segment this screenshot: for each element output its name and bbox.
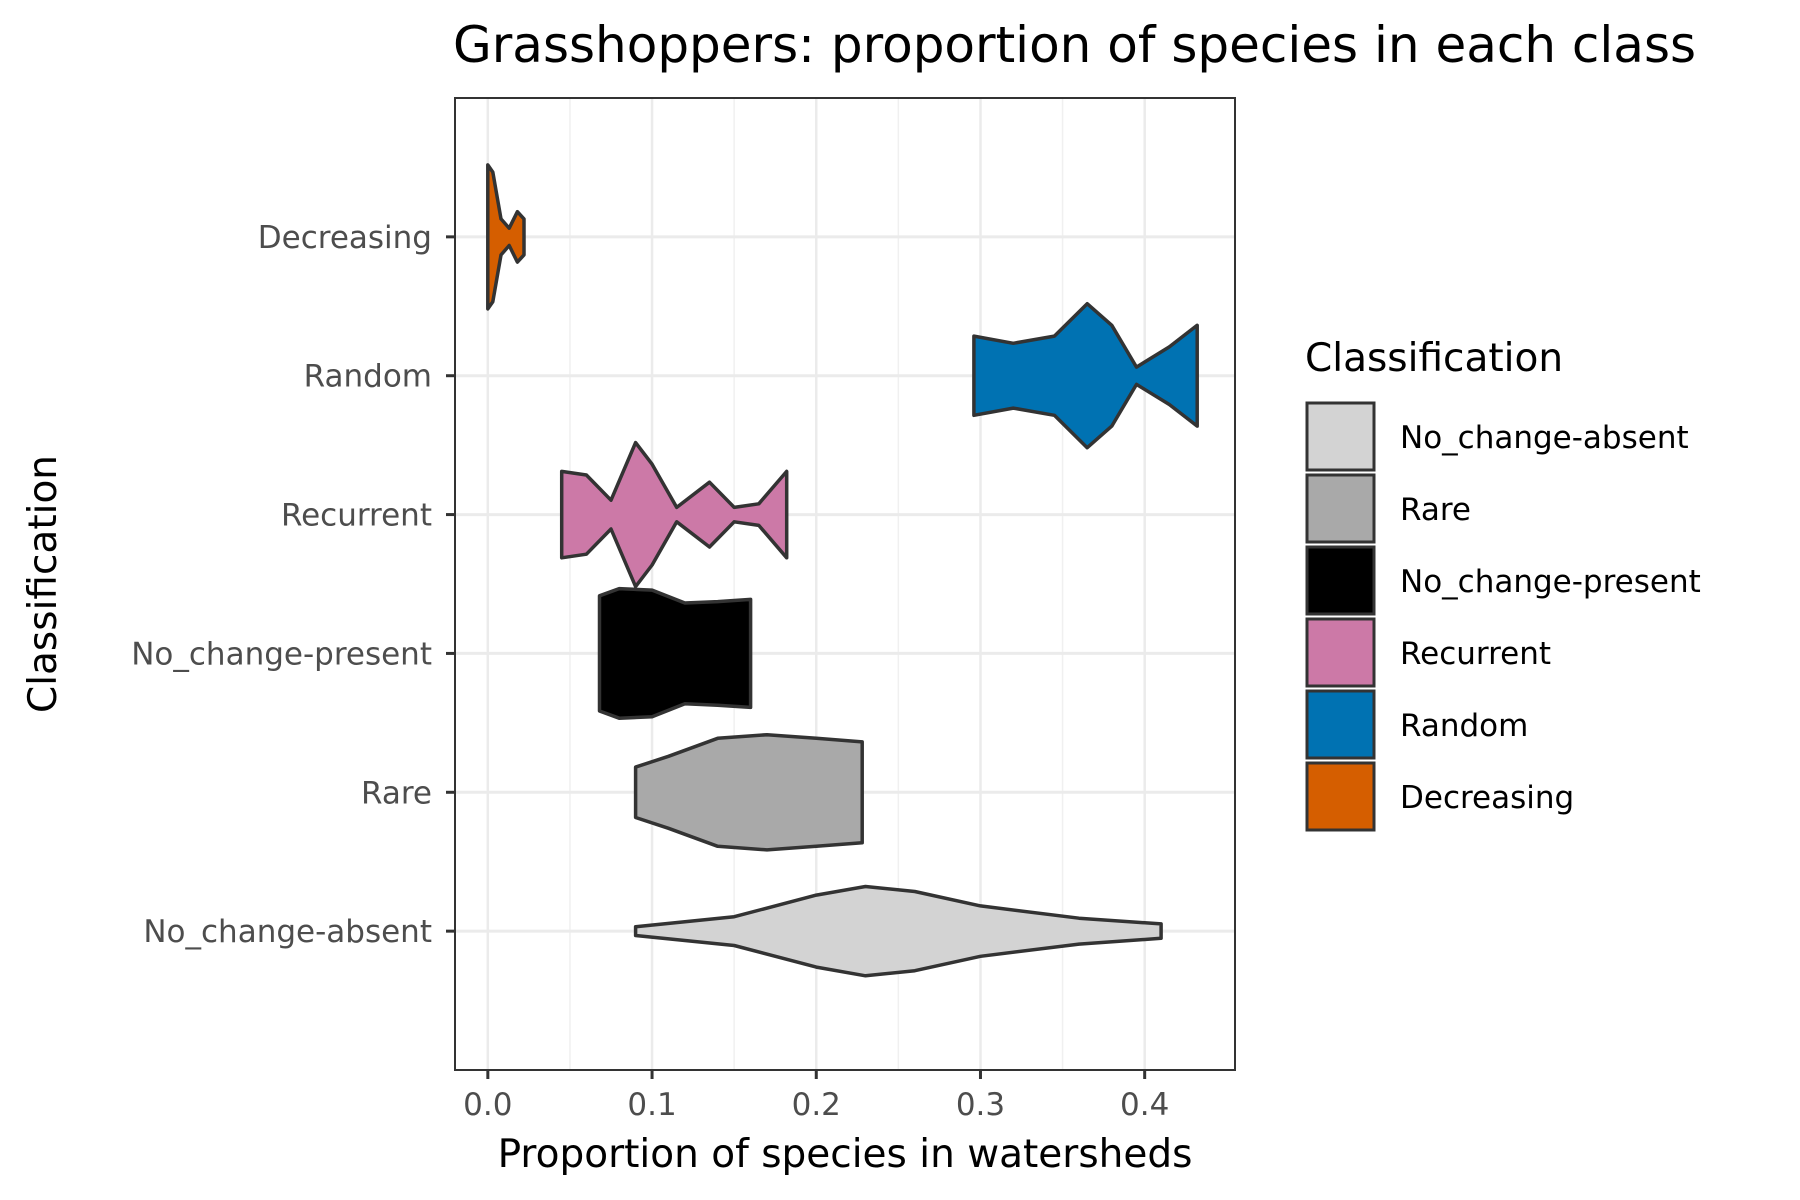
x-tick-label: 0.4 — [1120, 1087, 1169, 1123]
x-axis: 0.0 0.1 0.2 0.3 0.4 — [463, 1070, 1169, 1123]
legend-swatch-no-change-absent — [1305, 401, 1376, 472]
legend: Classification No_change-absent Rare No_ch… — [1305, 336, 1701, 832]
y-axis: No_change-absent Rare No_change-present Rec… — [131, 220, 455, 950]
legend-label-recurrent: Recurrent — [1400, 636, 1551, 672]
x-tick-label: 0.2 — [792, 1087, 841, 1123]
legend-swatch-recurrent — [1305, 617, 1376, 688]
y-tick-label: Decreasing — [258, 220, 432, 256]
x-tick-label: 0.0 — [463, 1087, 512, 1123]
legend-label-no-change-present: No_change-present — [1400, 564, 1701, 600]
y-tick-label: Recurrent — [281, 498, 432, 534]
violins — [486, 163, 1199, 978]
legend-title: Classification — [1305, 336, 1563, 381]
legend-swatch-random — [1305, 689, 1376, 760]
x-tick-label: 0.3 — [956, 1087, 1005, 1123]
violin-decreasing — [486, 163, 526, 311]
violin-no-change-absent — [633, 884, 1163, 978]
chart-title: Grasshoppers: proportion of species in e… — [453, 16, 1696, 74]
violin-random — [972, 301, 1199, 450]
violin-no-change-present — [597, 586, 753, 720]
violin-recurrent — [559, 440, 789, 589]
legend-swatch-decreasing — [1305, 761, 1376, 832]
x-axis-title: Proportion of species in watersheds — [498, 1132, 1193, 1177]
violin-rare — [633, 732, 864, 852]
legend-label-random: Random — [1400, 708, 1528, 744]
plot-panel-border — [454, 97, 1236, 1071]
y-tick-label: No_change-present — [131, 636, 432, 672]
y-axis-title: Classification — [21, 455, 66, 713]
legend-label-rare: Rare — [1400, 492, 1471, 528]
legend-label-no-change-absent: No_change-absent — [1400, 420, 1689, 456]
y-tick-label: Rare — [361, 775, 432, 811]
x-tick-label: 0.1 — [627, 1087, 676, 1123]
y-tick-label: No_change-absent — [143, 914, 432, 950]
legend-swatch-no-change-present — [1305, 545, 1376, 616]
legend-swatch-rare — [1305, 473, 1376, 544]
y-tick-label: Random — [304, 359, 432, 395]
legend-label-decreasing: Decreasing — [1400, 780, 1574, 816]
